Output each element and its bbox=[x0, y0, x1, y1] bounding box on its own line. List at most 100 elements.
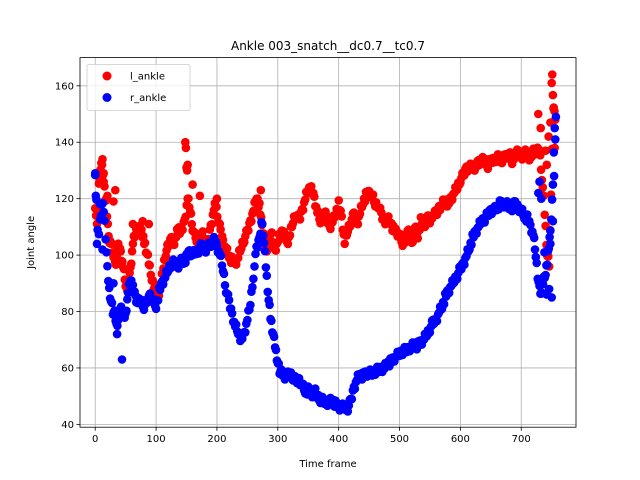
data-point bbox=[534, 109, 543, 119]
data-point bbox=[537, 194, 546, 203]
data-point bbox=[247, 217, 256, 226]
data-point bbox=[198, 227, 207, 236]
data-point bbox=[261, 263, 271, 272]
data-point bbox=[548, 180, 558, 189]
data-point bbox=[353, 219, 363, 229]
data-point bbox=[153, 296, 163, 305]
data-point bbox=[259, 238, 269, 248]
data-point bbox=[117, 355, 127, 364]
data-point bbox=[548, 216, 558, 226]
legend-label-r-ankle: r_ankle bbox=[130, 93, 166, 104]
data-point bbox=[340, 239, 350, 249]
data-point bbox=[542, 260, 552, 270]
data-point bbox=[523, 210, 532, 219]
data-point bbox=[549, 171, 559, 181]
data-point bbox=[540, 210, 549, 220]
data-point bbox=[116, 247, 126, 256]
data-point bbox=[218, 235, 228, 245]
data-point bbox=[183, 160, 192, 170]
grid-lines bbox=[80, 57, 576, 428]
data-point bbox=[532, 258, 541, 268]
data-point bbox=[262, 271, 272, 281]
axes-frame bbox=[79, 57, 577, 428]
data-point bbox=[187, 219, 197, 229]
data-point bbox=[548, 90, 558, 100]
data-point bbox=[219, 269, 229, 279]
data-point bbox=[222, 244, 232, 253]
data-point bbox=[258, 219, 267, 229]
data-point bbox=[95, 200, 105, 209]
data-point bbox=[253, 243, 262, 252]
data-point bbox=[137, 225, 146, 234]
data-point bbox=[256, 185, 266, 195]
data-point bbox=[544, 132, 553, 141]
data-point bbox=[283, 239, 293, 249]
data-point bbox=[295, 215, 305, 224]
data-point bbox=[145, 261, 155, 270]
data-point bbox=[195, 191, 205, 201]
data-point bbox=[151, 304, 161, 314]
data-point bbox=[109, 197, 118, 206]
data-point bbox=[100, 182, 109, 191]
y-tick-label: 160 bbox=[55, 81, 74, 92]
data-point bbox=[530, 245, 540, 254]
data-point bbox=[139, 231, 148, 241]
data-point bbox=[439, 299, 449, 309]
data-point bbox=[547, 293, 556, 302]
data-point bbox=[300, 195, 310, 204]
data-point bbox=[127, 247, 137, 256]
data-point bbox=[549, 148, 559, 157]
data-point bbox=[263, 287, 273, 297]
data-point bbox=[100, 216, 109, 225]
x-tick-label: 700 bbox=[512, 434, 531, 445]
data-point bbox=[279, 227, 289, 236]
x-axis-label: Time frame bbox=[298, 459, 356, 470]
data-point bbox=[188, 180, 197, 189]
data-point bbox=[224, 295, 234, 305]
data-point bbox=[231, 320, 241, 329]
data-point bbox=[246, 300, 255, 310]
data-point bbox=[212, 240, 222, 249]
data-point bbox=[170, 240, 179, 250]
series-r-ankle bbox=[90, 112, 561, 416]
data-point bbox=[529, 233, 539, 243]
x-tick-label: 300 bbox=[268, 434, 287, 445]
data-point bbox=[103, 261, 112, 271]
data-point bbox=[322, 211, 331, 220]
data-point bbox=[255, 198, 264, 208]
data-point bbox=[538, 280, 548, 289]
data-point bbox=[112, 329, 122, 339]
data-point bbox=[536, 165, 546, 174]
data-point bbox=[347, 394, 357, 404]
data-point bbox=[547, 195, 557, 204]
data-point bbox=[128, 239, 138, 249]
data-point bbox=[311, 384, 320, 393]
data-point bbox=[128, 219, 138, 229]
data-point bbox=[413, 234, 423, 243]
data-point bbox=[94, 229, 104, 239]
x-tick-label: 400 bbox=[329, 434, 348, 445]
data-point bbox=[123, 295, 132, 304]
legend-box bbox=[86, 64, 191, 111]
data-point bbox=[107, 298, 117, 308]
x-axis-ticks: 0 100 200 300 400 500 600 700 bbox=[92, 427, 531, 445]
data-point bbox=[542, 160, 552, 170]
data-point bbox=[244, 226, 253, 235]
data-point bbox=[298, 205, 308, 215]
legend-label-l-ankle: l_ankle bbox=[130, 72, 165, 83]
data-point bbox=[109, 279, 118, 288]
chart-title: Ankle 003_snatch__dc0.7__tc0.7 bbox=[231, 39, 425, 53]
data-point bbox=[220, 281, 230, 290]
data-point bbox=[127, 259, 136, 269]
x-tick-label: 200 bbox=[207, 434, 226, 445]
x-tick-label: 0 bbox=[92, 434, 98, 445]
data-point bbox=[265, 300, 274, 310]
data-point bbox=[111, 185, 120, 195]
data-point bbox=[546, 239, 555, 249]
data-point bbox=[310, 192, 319, 201]
data-point bbox=[91, 191, 101, 201]
data-point bbox=[233, 253, 243, 263]
data-point bbox=[186, 209, 196, 218]
legend-marker-l-ankle bbox=[102, 71, 112, 81]
